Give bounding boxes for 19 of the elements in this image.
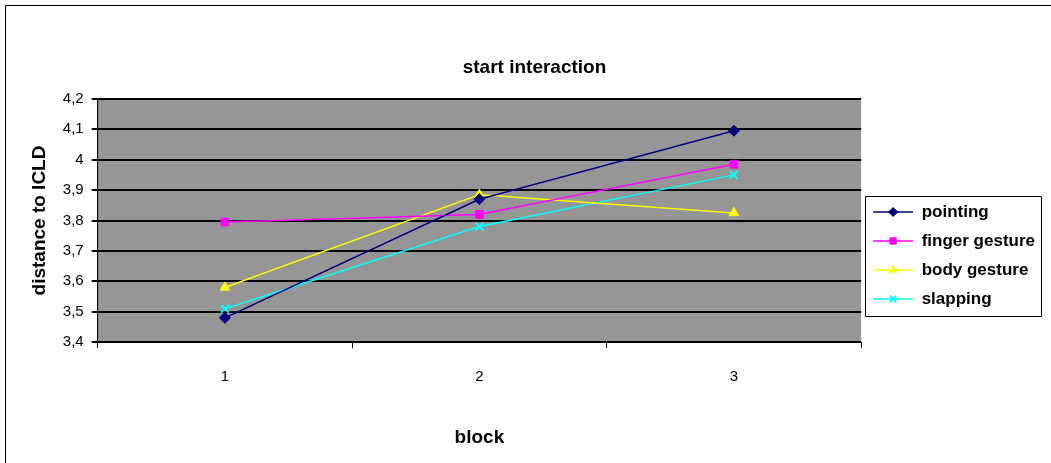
legend-label: slapping bbox=[921, 288, 992, 308]
y-tick-label: 4,1 bbox=[62, 119, 84, 137]
y-tick-label: 3,8 bbox=[62, 210, 84, 228]
x-tick-label: 1 bbox=[220, 367, 230, 385]
x-axis-title: block bbox=[454, 425, 505, 447]
y-tick-label: 3,6 bbox=[62, 271, 84, 289]
x-tick-label: 2 bbox=[475, 367, 484, 385]
y-tick-label: 3,7 bbox=[62, 241, 84, 259]
legend-label: pointing bbox=[921, 201, 989, 221]
y-tick-label: 4,2 bbox=[62, 88, 84, 106]
chart-title: start interaction bbox=[462, 55, 607, 77]
legend-label: body gesture bbox=[921, 259, 1029, 279]
y-tick-label: 4 bbox=[75, 149, 84, 167]
y-tick-label: 3,4 bbox=[62, 332, 84, 350]
y-axis-title: distance to ICLD bbox=[27, 145, 49, 296]
legend-label: finger gesture bbox=[921, 230, 1035, 250]
x-tick-label: 3 bbox=[729, 367, 739, 385]
y-tick-label: 3,9 bbox=[62, 180, 84, 198]
y-tick-label: 3,5 bbox=[62, 301, 84, 319]
